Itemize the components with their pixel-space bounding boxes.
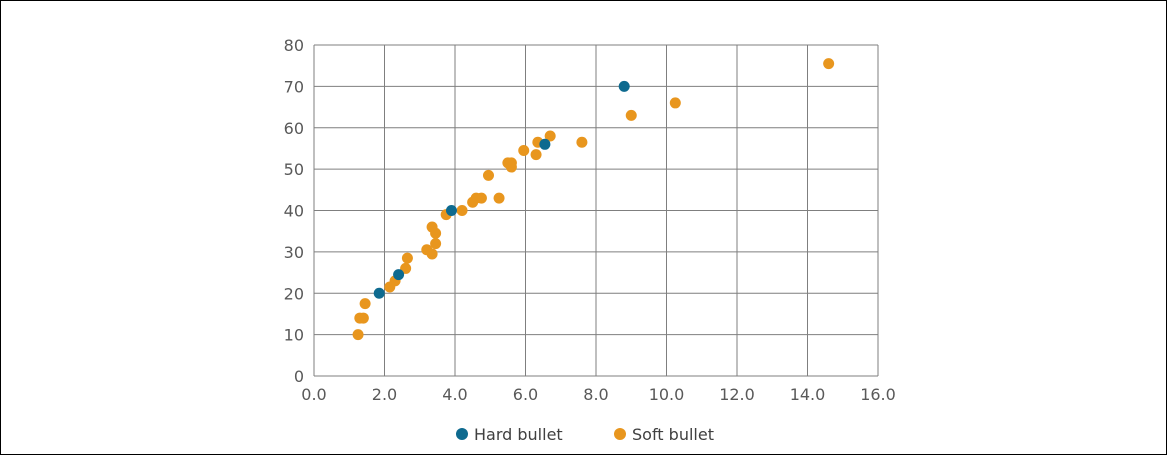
y-tick-label: 50	[284, 160, 304, 179]
x-axis-tick-labels: 0.0 2.0 4.0 6.0 8.0 10.0 12.0 14.0 16.0	[301, 385, 896, 404]
x-tick-label: 10.0	[649, 385, 685, 404]
data-point	[456, 205, 468, 216]
data-point	[475, 192, 487, 204]
data-point	[518, 145, 530, 157]
legend-marker	[456, 428, 468, 440]
x-tick-label: 12.0	[719, 385, 755, 404]
data-point	[539, 138, 551, 150]
y-tick-label: 30	[284, 243, 304, 262]
legend-label: Hard bullet	[474, 425, 563, 444]
y-tick-label: 70	[284, 77, 304, 96]
y-tick-label: 40	[284, 202, 304, 221]
y-axis-tick-labels: 0 10 20 30 40 50 60 70 80	[284, 36, 304, 386]
x-tick-label: 8.0	[583, 385, 608, 404]
data-point	[493, 192, 505, 204]
data-point	[430, 238, 442, 250]
x-tick-label: 2.0	[372, 385, 397, 404]
y-tick-label: 0	[294, 367, 304, 386]
data-point	[625, 109, 637, 121]
y-tick-label: 60	[284, 119, 304, 138]
data-point	[401, 252, 413, 264]
y-tick-label: 80	[284, 36, 304, 55]
data-point	[669, 97, 681, 109]
legend-label: Soft bullet	[632, 425, 714, 444]
data-point	[426, 248, 438, 260]
x-tick-label: 14.0	[790, 385, 826, 404]
data-point	[393, 269, 405, 281]
data-point	[400, 262, 412, 274]
legend-marker	[614, 428, 626, 440]
data-point	[530, 149, 542, 161]
data-point	[373, 287, 385, 299]
data-point	[357, 312, 369, 324]
data-point	[505, 161, 517, 173]
data-point	[352, 329, 364, 341]
x-tick-label: 6.0	[513, 385, 538, 404]
x-tick-label: 16.0	[860, 385, 896, 404]
data-points	[352, 58, 835, 341]
data-point	[576, 136, 588, 148]
data-point	[445, 205, 457, 216]
data-point	[482, 169, 494, 181]
y-tick-label: 10	[284, 326, 304, 345]
x-tick-label: 0.0	[301, 385, 326, 404]
data-point	[618, 80, 630, 92]
x-tick-label: 4.0	[442, 385, 467, 404]
data-point	[823, 58, 835, 70]
y-tick-label: 20	[284, 284, 304, 303]
data-point	[359, 298, 371, 310]
data-point	[430, 227, 442, 239]
legend: Hard bullet Soft bullet	[456, 425, 714, 444]
data-point	[544, 130, 556, 142]
grid-lines	[313, 44, 879, 377]
